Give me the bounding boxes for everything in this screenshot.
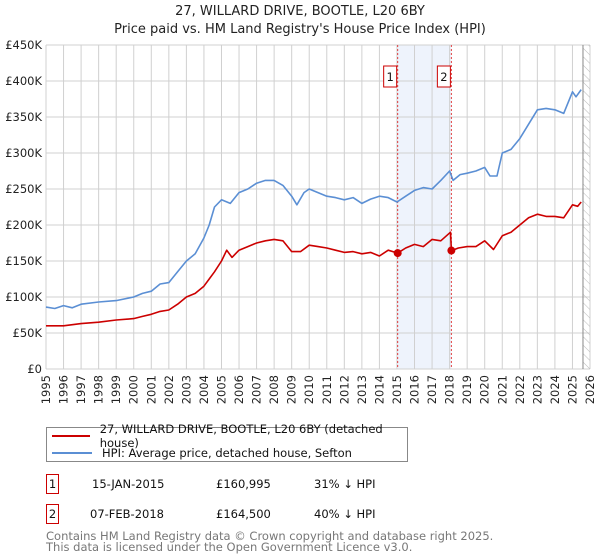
sale-label-box [383, 65, 398, 88]
legend-item-property: 27, WILLARD DRIVE, BOOTLE, L20 6BY (deta… [52, 422, 407, 450]
legend-label-property: 27, WILLARD DRIVE, BOOTLE, L20 6BY (deta… [99, 422, 383, 450]
sale-price: £160,995 [216, 477, 271, 491]
x-tick-label: 1996 [57, 375, 71, 404]
y-tick-label: £350K [5, 110, 42, 124]
x-tick-label: 2019 [460, 375, 474, 404]
footer-licence: This data is licensed under the Open Gov… [46, 540, 413, 554]
x-tick-label: 2009 [285, 375, 299, 404]
sale-marker-2 [447, 246, 456, 255]
x-tick-label: 1995 [39, 375, 53, 404]
sale-label-box [436, 65, 451, 88]
sale-label-1: 1 [383, 65, 398, 88]
x-tick-label: 2023 [530, 375, 544, 404]
legend-item-hpi: HPI: Average price, detached house, Seft… [52, 445, 352, 461]
y-tick-label: £250K [5, 182, 42, 196]
x-tick-label: 2001 [144, 375, 158, 404]
x-tick-label: 2020 [478, 375, 492, 404]
y-tick-label: £300K [5, 146, 42, 160]
x-tick-label: 2005 [214, 375, 228, 404]
y-tick-label: £200K [5, 218, 42, 232]
legend-swatch-property [52, 435, 90, 437]
x-tick-label: 2017 [425, 375, 439, 404]
hpi-line [45, 89, 582, 310]
x-tick-label: 2025 [565, 375, 579, 404]
x-tick-label: 2006 [232, 375, 246, 404]
x-tick-label: 2007 [250, 375, 264, 404]
sale-hpi-diff: 31% ↓ HPI [314, 477, 376, 491]
x-tick-label: 2004 [197, 375, 211, 404]
sale-label-2: 2 [436, 65, 451, 88]
chart-title: 27, WILLARD DRIVE, BOOTLE, L20 6BY [175, 4, 425, 19]
x-tick-label: 2021 [495, 375, 509, 404]
x-tick-label: 1997 [74, 375, 88, 404]
y-tick-label: £150K [5, 254, 42, 268]
x-tick-label: 2003 [179, 375, 193, 404]
sale-period-band [397, 45, 452, 369]
sale-hpi-diff: 40% ↓ HPI [314, 507, 376, 521]
x-tick-label: 2016 [408, 375, 422, 404]
footer-copyright: Contains HM Land Registry data © Crown c… [46, 529, 494, 543]
sale-badge: 2 [46, 504, 59, 524]
x-tick-label: 2002 [162, 375, 176, 404]
sale-date: 07-FEB-2018 [90, 507, 164, 521]
x-tick-label: 2008 [267, 375, 281, 404]
legend-label-hpi: HPI: Average price, detached house, Seft… [102, 446, 352, 460]
x-tick-label: 1999 [109, 375, 123, 404]
legend: 27, WILLARD DRIVE, BOOTLE, L20 6BY (deta… [46, 422, 408, 462]
y-tick-label: £50K [13, 326, 43, 340]
footer: Contains HM Land Registry data © Crown c… [46, 529, 494, 554]
y-tick-label: £450K [5, 38, 42, 52]
x-tick-label: 2013 [355, 375, 369, 404]
x-tick-label: 2010 [302, 375, 316, 404]
x-tick-label: 1998 [92, 375, 106, 404]
legend-swatch-hpi [52, 452, 92, 454]
x-tick-label: 2026 [583, 375, 597, 404]
y-tick-label: £100K [5, 290, 42, 304]
x-tick-label: 2011 [320, 375, 334, 404]
x-tick-label: 2024 [548, 375, 562, 404]
sale-badge: 1 [46, 474, 59, 494]
sale-price: £164,500 [216, 507, 271, 521]
x-tick-label: 2015 [390, 375, 404, 404]
x-tick-label: 2000 [127, 375, 141, 404]
chart-subtitle: Price paid vs. HM Land Registry's House … [114, 22, 486, 37]
forecast-hatch [582, 45, 590, 369]
x-tick-label: 2012 [337, 375, 351, 404]
sale-date: 15-JAN-2015 [92, 477, 165, 491]
sale-label-text: 1 [387, 70, 394, 84]
property-price-line [46, 201, 582, 327]
y-tick-label: £400K [5, 74, 42, 88]
sale-marker-1 [393, 249, 402, 258]
x-tick-label: 2022 [513, 375, 527, 404]
x-tick-label: 2018 [443, 375, 457, 404]
sale-label-text: 2 [440, 70, 447, 84]
y-tick-label: £0 [27, 362, 42, 376]
plot-area: 1995 1996 1997 1998 1999 2000 2001 2002 2003 2004… [5, 38, 597, 404]
x-tick-label: 2014 [372, 375, 386, 404]
